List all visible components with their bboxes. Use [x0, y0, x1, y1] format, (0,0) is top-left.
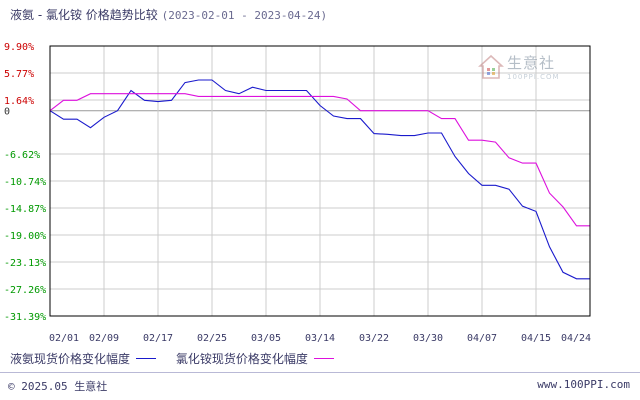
footer-copyright: © 2025.05 生意社: [8, 380, 108, 393]
y-tick-label: -19.00%: [4, 231, 46, 242]
y-tick-label: -23.13%: [4, 258, 46, 269]
x-tick-label: 02/25: [197, 333, 227, 344]
x-tick-label: 03/05: [251, 333, 281, 344]
x-tick-label: 04/15: [521, 333, 551, 344]
x-tick-label: 03/22: [359, 333, 389, 344]
watermark-logo: 生意社 100PPI.COM: [478, 52, 560, 81]
chart-title: 液氨 - 氯化铵 价格趋势比较 (2023-02-01 - 2023-04-24…: [10, 6, 327, 23]
house-icon: [478, 54, 504, 79]
x-tick-label: 04/07: [467, 333, 497, 344]
chart-title-main: 液氨 - 氯化铵 价格趋势比较: [10, 8, 158, 22]
y-tick-label: -10.74%: [4, 177, 46, 188]
legend-swatch-series2: [313, 358, 334, 359]
y-tick-label: 5.77%: [4, 69, 34, 80]
legend-swatch-series1: [136, 358, 157, 359]
y-tick-label: -31.39%: [4, 312, 46, 323]
y-tick-label: 9.90%: [4, 42, 34, 53]
legend: 液氨现货价格变化幅度 氯化铵现货价格变化幅度: [10, 350, 350, 367]
x-tick-label: 03/14: [305, 333, 335, 344]
x-tick-label: 02/01: [49, 333, 79, 344]
legend-label-series1: 液氨现货价格变化幅度: [10, 352, 131, 366]
y-tick-label: 1.64%: [4, 96, 34, 107]
footer-divider: [0, 372, 640, 373]
x-tick-label: 02/09: [89, 333, 119, 344]
legend-label-series2: 氯化铵现货价格变化幅度: [175, 352, 308, 366]
watermark-en: 100PPI.COM: [507, 73, 560, 81]
series-line-2: [49, 93, 590, 227]
legend-item-series1: 液氨现货价格变化幅度: [10, 350, 162, 367]
chart-title-range: (2023-02-01 - 2023-04-24): [161, 9, 328, 22]
watermark-cn: 生意社: [507, 54, 556, 72]
plot-frame: [49, 45, 591, 317]
y-tick-labels: 9.90% 5.77% 1.64%0 -6.62% -10.74% -14.87% -19.…: [4, 42, 46, 323]
series-line-1: [49, 79, 590, 280]
footer-url[interactable]: www.100PPI.com: [537, 378, 630, 391]
y-tick-label: 0: [4, 107, 10, 118]
x-tick-label: 04/24: [561, 333, 591, 344]
grid: [49, 45, 591, 317]
y-tick-label: -27.26%: [4, 285, 46, 296]
series-lines: [49, 79, 590, 280]
y-tick-label: -14.87%: [4, 204, 46, 215]
legend-item-series2: 氯化铵现货价格变化幅度: [176, 350, 340, 367]
x-tick-label: 02/17: [143, 333, 173, 344]
y-tick-label: -6.62%: [4, 150, 40, 161]
x-tick-label: 03/30: [413, 333, 443, 344]
x-tick-labels: 02/01 02/09 02/17 02/25 03/05 03/14 03/22 03/30…: [49, 333, 591, 344]
